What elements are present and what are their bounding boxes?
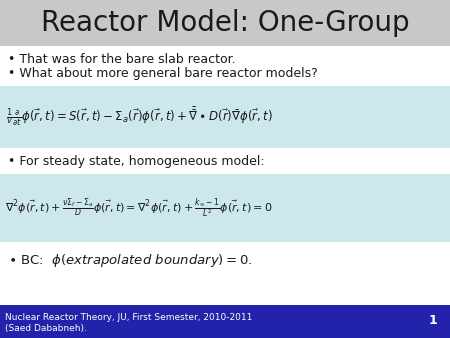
Text: Reactor Model: One-Group: Reactor Model: One-Group [40, 9, 410, 37]
Text: $\bullet$ BC:  $\phi\mathit{(extrapolated\ boundary) = 0.}$: $\bullet$ BC: $\phi\mathit{(extrapolated… [8, 252, 252, 269]
Text: • For steady state, homogeneous model:: • For steady state, homogeneous model: [8, 155, 265, 168]
Bar [0, 0, 450, 46]
Text: • What about more general bare reactor models?: • What about more general bare reactor m… [8, 67, 318, 80]
Text: (Saed Dababneh).: (Saed Dababneh). [5, 323, 87, 333]
Text: Nuclear Reactor Theory, JU, First Semester, 2010-2011: Nuclear Reactor Theory, JU, First Semest… [5, 314, 252, 322]
Bar [416, 305, 450, 338]
Text: $\frac{1}{v}\frac{\partial}{\partial t}\phi(\vec{r},t) = S(\vec{r},t) - \Sigma_a: $\frac{1}{v}\frac{\partial}{\partial t}\… [6, 106, 273, 128]
Text: • That was for the bare slab reactor.: • That was for the bare slab reactor. [8, 53, 236, 66]
Bar [0, 86, 450, 148]
Bar [0, 305, 450, 338]
Text: 1: 1 [428, 314, 437, 328]
Text: $\nabla^2\phi(\vec{r},t) + \frac{\nu\Sigma_f - \Sigma_a}{D}\phi(\vec{r},t) = \na: $\nabla^2\phi(\vec{r},t) + \frac{\nu\Sig… [5, 196, 272, 220]
Bar [0, 174, 450, 242]
